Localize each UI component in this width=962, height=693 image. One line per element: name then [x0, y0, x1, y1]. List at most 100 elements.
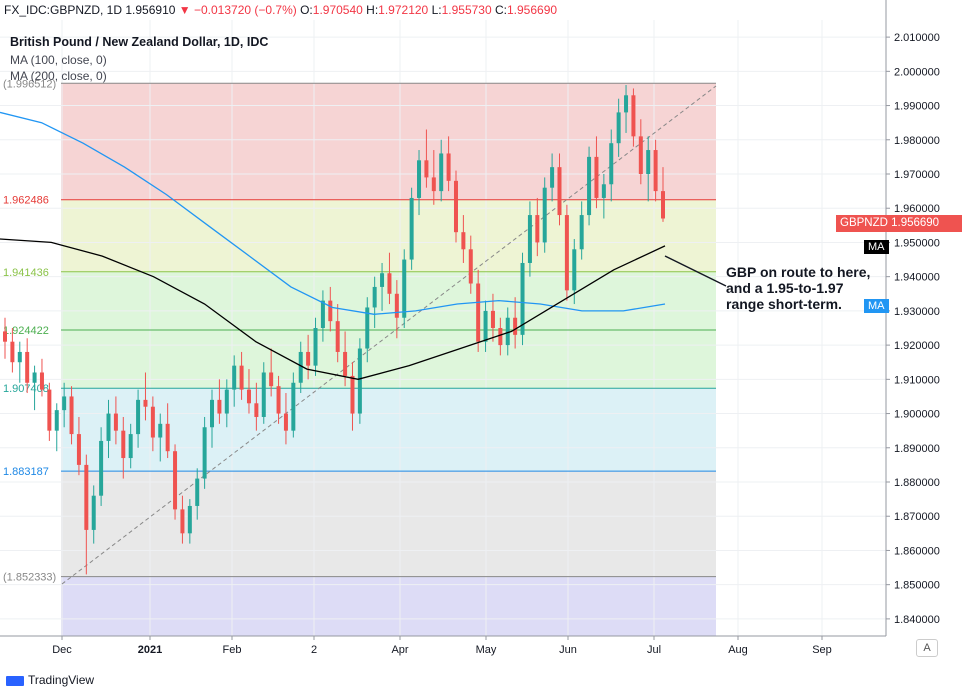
x-tick-label: 2021 [138, 644, 162, 656]
candle-body [283, 413, 288, 431]
candle-body [446, 153, 451, 181]
fib-level-label: (1.852333) [3, 572, 56, 584]
candle-body [173, 451, 178, 510]
candle-body [550, 167, 555, 188]
candle-body [150, 406, 155, 438]
candle-body [394, 293, 399, 318]
candle-body [624, 95, 629, 113]
candle-body [557, 167, 562, 216]
candle-body [217, 399, 222, 414]
candle-body [195, 478, 200, 506]
candle-body [343, 351, 348, 376]
candle-body [10, 341, 15, 363]
candle-body [594, 156, 599, 198]
y-tick-label: 1.980000 [894, 135, 940, 147]
x-tick-label: Jul [647, 644, 661, 656]
fib-level-label: 1.941436 [3, 267, 49, 279]
ma100-tag: MA [864, 299, 889, 313]
candle-body [246, 389, 251, 404]
x-tick-label: Feb [223, 644, 242, 656]
ma200-line [0, 238, 666, 380]
y-tick-label: 2.000000 [894, 66, 940, 78]
price-change: ▼ −0.013720 (−0.7%) [178, 3, 297, 17]
candle-body [572, 249, 577, 291]
candle-body [47, 389, 52, 431]
candle-body [564, 215, 569, 291]
open-value: 1.970540 [312, 3, 363, 17]
candle-body [579, 215, 584, 250]
y-tick-label: 1.990000 [894, 101, 940, 113]
candle-body [365, 307, 370, 349]
current-price-tag: GBPNZD 1.956690 [836, 215, 962, 232]
text-annotation[interactable]: GBP on route to here, and a 1.95-to-1.97… [726, 264, 870, 312]
candle-body [468, 249, 473, 284]
candle-body [121, 430, 126, 459]
candle-body [313, 328, 318, 366]
candle-body [32, 372, 37, 383]
candle-body [76, 434, 81, 465]
tradingview-logo[interactable]: TradingView [6, 673, 94, 687]
candle-body [653, 150, 658, 192]
candle-body [513, 317, 518, 335]
fib-zone [61, 471, 716, 577]
y-tick-label: 1.970000 [894, 169, 940, 181]
ma200-tag: MA [864, 240, 889, 254]
fibonacci-labels: (1.996512) 1.962486 1.941436 1.924422 1.9074… [3, 78, 56, 583]
moving-averages [0, 111, 666, 380]
candle-body [99, 440, 104, 496]
candle-body [210, 399, 215, 428]
candle-body [84, 464, 89, 530]
candle-body [276, 386, 281, 414]
y-tick-label: 1.900000 [894, 409, 940, 421]
candle-body [232, 365, 237, 390]
open-label: O: [300, 3, 313, 17]
y-tick-label: 1.850000 [894, 580, 940, 592]
candle-body [224, 389, 229, 414]
candle-body [646, 150, 651, 174]
candle-body [187, 505, 192, 534]
candle-body [601, 184, 606, 198]
low-label: L: [431, 3, 442, 17]
candle-body [417, 160, 422, 198]
y-tick-label: 1.860000 [894, 545, 940, 557]
symbol-header: FX_IDC:GBPNZD, 1D 1.956910 ▼ −0.013720 (… [4, 3, 557, 17]
auto-scale-button[interactable]: A [916, 639, 938, 657]
candle-body [39, 372, 44, 390]
candle-body [483, 310, 488, 342]
fib-zone [61, 199, 716, 272]
candle-body [380, 273, 385, 287]
ma100-legend[interactable]: MA (100, close, 0) [10, 53, 107, 67]
high-value: 1.972120 [378, 3, 429, 17]
candle-body [254, 403, 259, 417]
symbol-name[interactable]: FX_IDC:GBPNZD, 1D [4, 3, 123, 17]
y-tick-label: 1.960000 [894, 203, 940, 215]
candle-body [113, 413, 118, 431]
candle-body [291, 382, 296, 431]
candle-body [328, 300, 333, 322]
x-tick-label: Dec [52, 644, 72, 656]
candle-body [587, 156, 592, 216]
candle-body [91, 495, 96, 530]
candle-body [357, 348, 362, 414]
y-tick-label: 1.950000 [894, 237, 940, 249]
candle-body [535, 215, 540, 243]
annotation-line-1: GBP on route to here, [726, 264, 871, 280]
y-tick-label: 1.910000 [894, 374, 940, 386]
annotation-arrow [664, 255, 727, 287]
fib-level-label: 1.907408 [3, 383, 49, 395]
annotation-line-2: and a 1.95-to-1.97 [726, 280, 844, 296]
candle-body [542, 187, 547, 243]
y-tick-label: 1.880000 [894, 477, 940, 489]
close-label: C: [495, 3, 507, 17]
candle-body [520, 262, 525, 335]
fib-level-label: 1.962486 [3, 195, 49, 207]
candle-body [424, 160, 429, 178]
ma200-legend[interactable]: MA (200, close, 0) [10, 69, 107, 83]
fib-zone [61, 83, 716, 200]
brand-name: TradingView [28, 673, 95, 687]
y-tick-label: 1.920000 [894, 340, 940, 352]
candle-body [335, 321, 340, 352]
candle-body [306, 351, 311, 366]
candle-body [269, 372, 274, 387]
